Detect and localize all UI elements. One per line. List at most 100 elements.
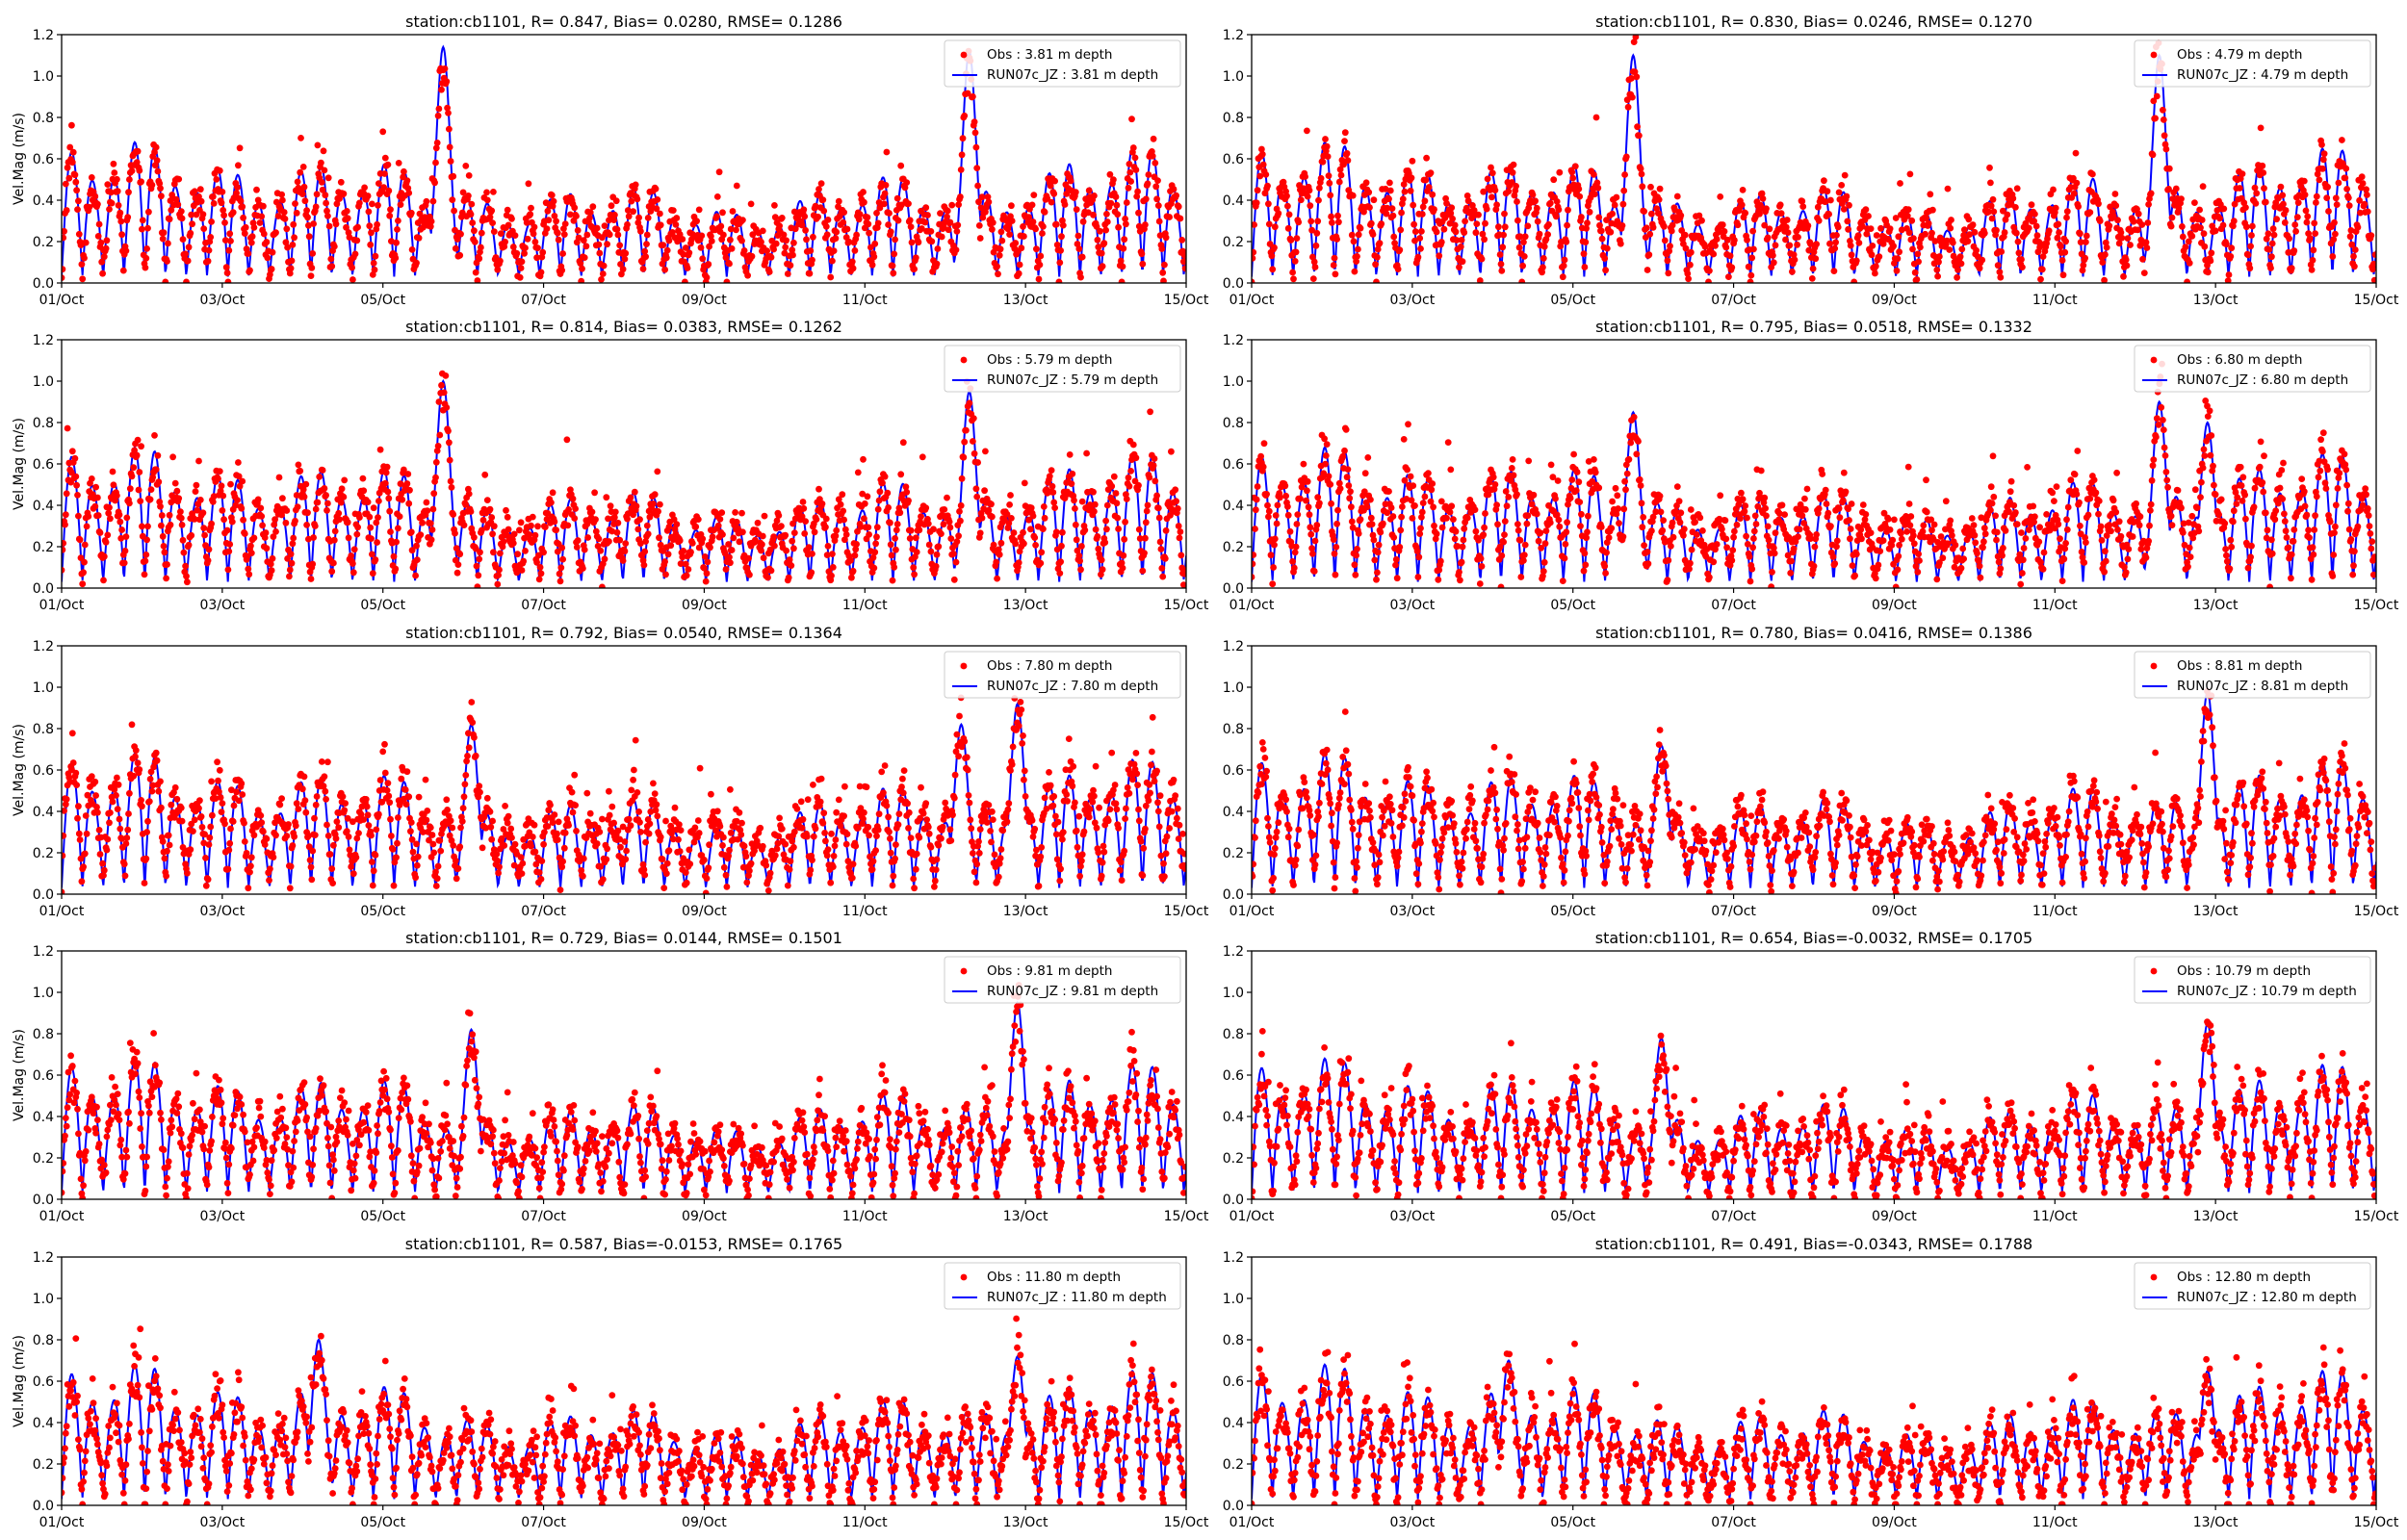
obs-point xyxy=(174,201,182,209)
obs-point xyxy=(1500,231,1507,239)
obs-point xyxy=(1058,233,1065,241)
obs-point xyxy=(369,570,376,578)
obs-point xyxy=(856,211,864,218)
obs-point xyxy=(656,534,662,542)
obs-point xyxy=(1627,439,1635,447)
obs-point xyxy=(603,494,610,501)
obs-point xyxy=(1374,549,1382,556)
obs-point xyxy=(2368,232,2375,240)
obs-point xyxy=(1994,262,2002,270)
obs-point xyxy=(1591,191,1598,198)
obs-point xyxy=(1833,543,1840,551)
obs-point xyxy=(1113,500,1121,507)
obs-point xyxy=(1592,114,1600,121)
obs-point xyxy=(1012,240,1020,246)
obs-point xyxy=(555,236,562,244)
obs-point xyxy=(540,549,547,556)
obs-point xyxy=(1252,278,1255,283)
obs-point xyxy=(1098,249,1105,257)
obs-point xyxy=(260,230,268,238)
obs-point xyxy=(559,555,566,563)
obs-point xyxy=(2204,262,2211,270)
obs-point xyxy=(2246,265,2254,272)
obs-point xyxy=(1729,547,1737,553)
obs-point xyxy=(1380,520,1386,527)
obs-point xyxy=(1305,503,1312,511)
obs-point xyxy=(1252,221,1257,228)
obs-point xyxy=(2371,251,2376,258)
obs-point xyxy=(1516,537,1524,544)
x-tick-label: 03/Oct xyxy=(1389,293,1435,308)
obs-point xyxy=(902,483,910,491)
obs-point xyxy=(2052,204,2059,212)
obs-point xyxy=(1916,557,1923,564)
obs-point xyxy=(1561,554,1568,562)
obs-point xyxy=(1031,534,1039,541)
obs-point xyxy=(497,257,504,265)
obs-point xyxy=(835,197,842,205)
obs-point xyxy=(2342,174,2349,182)
obs-point xyxy=(604,241,610,248)
obs-point xyxy=(887,541,894,549)
obs-point xyxy=(2231,200,2239,208)
obs-point xyxy=(2370,260,2376,268)
obs-point xyxy=(432,458,440,466)
obs-point xyxy=(96,529,104,536)
obs-point xyxy=(1348,231,1356,239)
obs-point xyxy=(1078,253,1086,261)
obs-point xyxy=(1792,538,1799,546)
obs-point xyxy=(1842,488,1850,496)
obs-point xyxy=(2330,236,2338,244)
obs-point xyxy=(682,244,689,251)
obs-point xyxy=(1331,254,1338,262)
obs-point xyxy=(1131,154,1139,162)
obs-point xyxy=(1621,171,1628,178)
obs-point xyxy=(235,459,242,466)
obs-point xyxy=(1988,215,1996,222)
obs-point xyxy=(98,258,106,266)
obs-point xyxy=(1766,225,1773,233)
obs-point xyxy=(2118,234,2126,242)
obs-point xyxy=(915,239,922,246)
obs-point xyxy=(1292,248,1300,256)
obs-point xyxy=(2149,151,2157,159)
obs-point xyxy=(1397,526,1405,534)
obs-point xyxy=(764,247,770,254)
obs-point xyxy=(2369,266,2376,273)
obs-point xyxy=(1659,526,1667,534)
obs-point xyxy=(1491,481,1499,488)
obs-point xyxy=(1028,201,1036,209)
obs-point xyxy=(905,200,912,208)
obs-point xyxy=(199,509,207,517)
obs-point xyxy=(1372,261,1379,269)
obs-point xyxy=(1685,275,1692,283)
obs-point xyxy=(1150,462,1157,469)
obs-point xyxy=(169,453,177,461)
obs-point xyxy=(1328,500,1334,507)
obs-point xyxy=(2306,235,2314,242)
obs-point xyxy=(766,546,774,553)
obs-point xyxy=(462,501,470,508)
obs-point xyxy=(446,143,453,151)
obs-point xyxy=(1106,170,1114,178)
obs-point xyxy=(1371,556,1379,564)
obs-point xyxy=(1138,250,1146,258)
obs-point xyxy=(431,179,438,187)
obs-point xyxy=(1265,513,1272,521)
obs-point xyxy=(2101,276,2108,283)
obs-point xyxy=(427,536,435,544)
obs-point xyxy=(2106,222,2113,230)
obs-point xyxy=(726,260,733,268)
obs-point xyxy=(189,220,196,228)
obs-point xyxy=(1645,251,1653,259)
obs-point xyxy=(94,512,102,519)
obs-point xyxy=(1057,558,1064,566)
obs-point xyxy=(1180,258,1186,266)
obs-point xyxy=(2302,207,2310,215)
obs-point xyxy=(1154,177,1161,185)
obs-point xyxy=(331,527,339,535)
y-tick-label: 1.0 xyxy=(1223,69,1244,85)
obs-point xyxy=(1367,496,1374,503)
obs-point xyxy=(250,224,258,231)
obs-point xyxy=(738,237,745,244)
